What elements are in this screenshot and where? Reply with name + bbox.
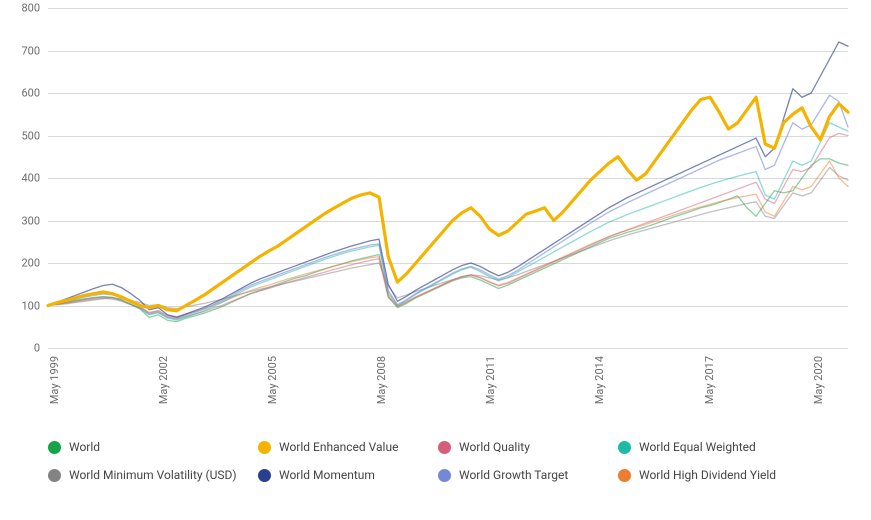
legend-swatch <box>48 469 61 482</box>
series-enhanced_value <box>48 97 848 310</box>
legend-label: World Quality <box>459 440 530 454</box>
legend-swatch <box>618 441 631 454</box>
legend-item-world[interactable]: World <box>48 440 258 454</box>
legend-swatch <box>258 441 271 454</box>
x-tick-label: May 2011 <box>484 356 497 404</box>
series-high_div <box>48 161 848 317</box>
x-tick-label: May 2014 <box>593 356 606 404</box>
legend-row: World World Enhanced Value World Quality Wo… <box>48 440 848 454</box>
y-tick-label: 0 <box>0 342 40 355</box>
legend-label: World Equal Weighted <box>639 440 756 454</box>
y-tick-label: 500 <box>0 129 40 142</box>
legend-swatch <box>438 441 451 454</box>
gridline <box>48 348 848 349</box>
plot-area <box>48 8 848 348</box>
x-tick-label: May 2005 <box>266 356 279 404</box>
x-tick-label: May 2020 <box>812 356 825 404</box>
x-tick-label: May 2008 <box>375 356 388 404</box>
legend-label: World High Dividend Yield <box>639 468 776 482</box>
x-tick-label: May 1999 <box>48 356 61 404</box>
legend-label: World <box>69 440 100 454</box>
legend-label: World Momentum <box>279 468 375 482</box>
legend-swatch <box>438 469 451 482</box>
y-tick-label: 400 <box>0 172 40 185</box>
line-series <box>48 8 848 348</box>
y-tick-label: 600 <box>0 87 40 100</box>
legend-swatch <box>48 441 61 454</box>
y-tick-label: 300 <box>0 214 40 227</box>
y-tick-label: 700 <box>0 44 40 57</box>
legend-item-min_vol[interactable]: World Minimum Volatility (USD) <box>48 468 258 482</box>
legend-item-equal_weighted[interactable]: World Equal Weighted <box>618 440 818 454</box>
series-world <box>48 159 848 322</box>
y-tick-label: 100 <box>0 299 40 312</box>
chart-container: 0100200300400500600700800 May 1999May 20… <box>0 0 871 400</box>
legend-item-growth_target[interactable]: World Growth Target <box>438 468 618 482</box>
legend-label: World Growth Target <box>459 468 568 482</box>
legend-swatch <box>618 469 631 482</box>
y-tick-label: 800 <box>0 2 40 15</box>
series-equal_weighted <box>48 123 848 320</box>
legend-label: World Minimum Volatility (USD) <box>69 468 237 482</box>
legend-swatch <box>258 469 271 482</box>
legend-item-high_div[interactable]: World High Dividend Yield <box>618 468 818 482</box>
legend-item-momentum[interactable]: World Momentum <box>258 468 438 482</box>
legend-row: World Minimum Volatility (USD) World Mome… <box>48 468 848 482</box>
legend: World World Enhanced Value World Quality Wo… <box>48 440 848 496</box>
x-tick-label: May 2002 <box>157 356 170 404</box>
y-tick-label: 200 <box>0 257 40 270</box>
legend-item-quality[interactable]: World Quality <box>438 440 618 454</box>
legend-item-enhanced_value[interactable]: World Enhanced Value <box>258 440 438 454</box>
x-tick-label: May 2017 <box>703 356 716 404</box>
legend-label: World Enhanced Value <box>279 440 398 454</box>
series-min_vol <box>48 167 848 308</box>
